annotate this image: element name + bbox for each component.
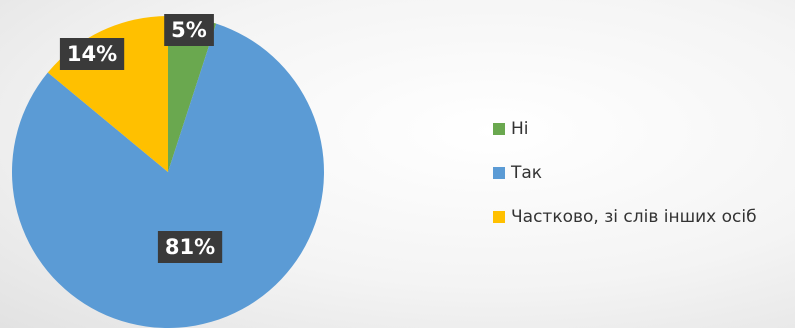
legend-marker-tak xyxy=(493,167,505,179)
legend-marker-chastkovo xyxy=(493,211,505,223)
data-label-box-chastkovo xyxy=(59,38,125,70)
data-label-ni: 5% xyxy=(164,14,214,46)
data-label-text-ni: 5% xyxy=(171,18,207,42)
legend-item-ni: Ні xyxy=(493,119,529,139)
pie-slice-tak xyxy=(12,23,324,328)
data-label-text-tak: 81% xyxy=(165,235,215,259)
data-label-text-chastkovo: 14% xyxy=(67,42,117,66)
legend-marker-ni xyxy=(493,123,505,135)
legend-label-ni: Ні xyxy=(511,119,529,139)
data-label-box-ni xyxy=(164,14,214,46)
legend-item-chastkovo: Частково, зі слів інших осіб xyxy=(493,207,757,227)
pie-data-labels: 5% 81% 14% xyxy=(59,14,223,263)
pie-slice-ni xyxy=(168,16,217,172)
data-label-chastkovo: 14% xyxy=(59,38,125,70)
legend-item-tak: Так xyxy=(493,163,542,183)
legend-label-chastkovo: Частково, зі слів інших осіб xyxy=(511,207,757,227)
data-label-box-tak xyxy=(157,231,223,263)
pie-slices xyxy=(12,16,324,328)
legend-label-tak: Так xyxy=(510,163,542,183)
data-label-tak: 81% xyxy=(157,231,223,263)
chart-legend: Ні Так Частково, зі слів інших осіб xyxy=(493,119,757,227)
